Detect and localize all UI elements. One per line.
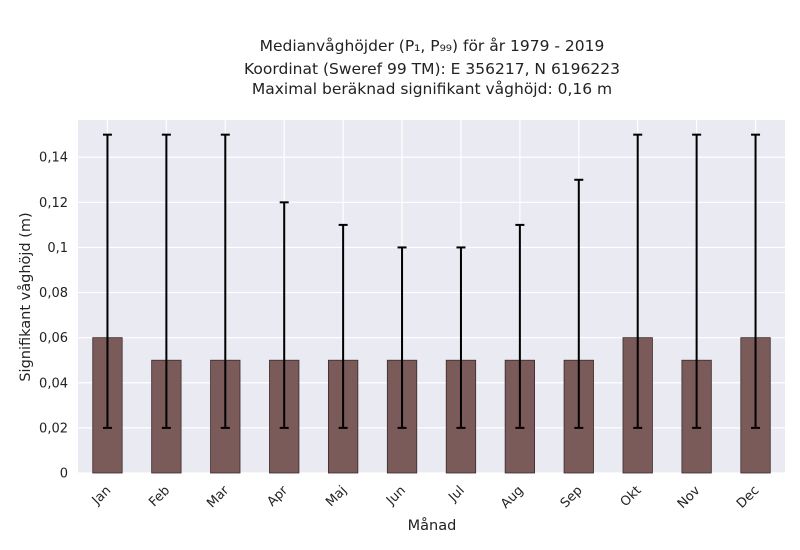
y-tick-label: 0,04 bbox=[39, 376, 68, 391]
plot-area bbox=[78, 120, 785, 473]
x-tick-label-nov: Nov bbox=[675, 483, 704, 512]
title-line-1: Medianvåghöjder (P₁, P₉₉) för år 1979 - … bbox=[260, 37, 605, 55]
error-bar-jun bbox=[397, 246, 407, 429]
error-bar-apr bbox=[279, 201, 289, 429]
y-axis-label: Signifikant våghöjd (m) bbox=[17, 212, 34, 381]
x-tick-label-maj: Maj bbox=[323, 483, 350, 510]
error-bars bbox=[102, 133, 761, 429]
error-bar-jan bbox=[102, 133, 112, 429]
x-tick-label-sep: Sep bbox=[558, 483, 586, 511]
y-tick-label: 0 bbox=[60, 467, 68, 482]
y-tick-label: 0,12 bbox=[39, 196, 68, 211]
x-tick-label-feb: Feb bbox=[146, 483, 173, 510]
error-bar-dec bbox=[751, 133, 761, 429]
y-tick-label: 0,1 bbox=[47, 241, 68, 256]
error-bar-okt bbox=[633, 133, 643, 429]
x-tick-label-jan: Jan bbox=[89, 483, 114, 508]
x-tick-label-jul: Jul bbox=[445, 483, 467, 505]
error-bar-feb bbox=[161, 133, 171, 429]
error-bar-jul bbox=[456, 246, 466, 429]
y-tick-labels: 0 0,02 0,04 0,06 0,08 0,1 0,12 0,14 bbox=[39, 151, 68, 482]
title-line-3: Maximal beräknad signifikant våghöjd: 0,… bbox=[252, 80, 612, 98]
title-line-2: Koordinat (Sweref 99 TM): E 356217, N 61… bbox=[244, 60, 620, 78]
error-bar-aug bbox=[515, 223, 525, 429]
x-axis-label: Månad bbox=[408, 517, 457, 534]
x-tick-label-mar: Mar bbox=[204, 483, 232, 511]
error-bar-mar bbox=[220, 133, 230, 429]
y-tick-label: 0,08 bbox=[39, 286, 68, 301]
x-tick-label-jun: Jun bbox=[383, 483, 409, 509]
x-tick-labels: Jan Feb Mar Apr Maj Jun Jul Aug Sep Okt Nov Dec bbox=[89, 483, 763, 512]
error-bar-maj bbox=[338, 223, 348, 429]
x-tick-label-aug: Aug bbox=[498, 483, 527, 512]
error-bar-nov bbox=[692, 133, 702, 429]
x-tick-label-apr: Apr bbox=[265, 483, 292, 510]
error-bar-sep bbox=[574, 178, 584, 429]
y-tick-label: 0,02 bbox=[39, 421, 68, 436]
x-tick-label-okt: Okt bbox=[618, 483, 645, 510]
y-tick-label: 0,06 bbox=[39, 331, 68, 346]
y-tick-label: 0,14 bbox=[39, 151, 68, 166]
x-tick-label-dec: Dec bbox=[734, 483, 762, 511]
chart-title: Medianvåghöjder (P₁, P₉₉) för år 1979 - … bbox=[244, 37, 620, 98]
